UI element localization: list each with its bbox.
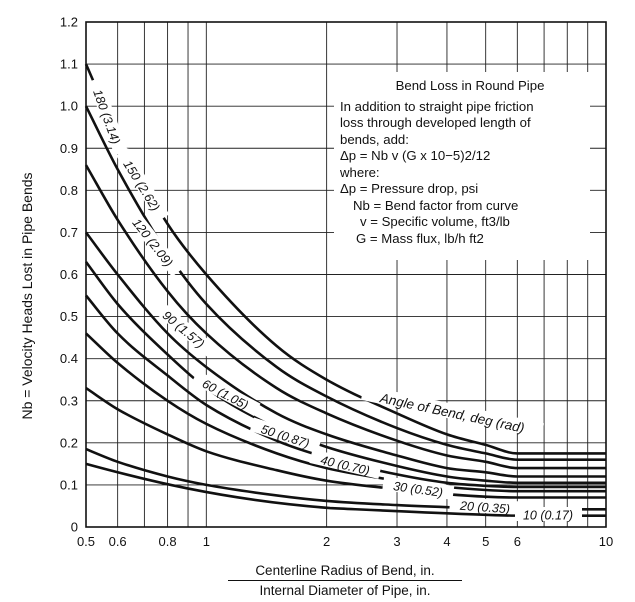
y-tick-label: 0.3 <box>60 393 78 408</box>
curve-90 <box>84 231 606 478</box>
x-tick-label: 0.6 <box>109 534 127 549</box>
x-tick-label: 2 <box>323 534 330 549</box>
x-tick-label: 5 <box>482 534 489 549</box>
curve-10 <box>85 462 516 517</box>
curve-label-text: 30 (0.52) <box>392 479 443 500</box>
curve-label-bg <box>152 300 216 357</box>
x-tick-label: 4 <box>443 534 450 549</box>
plot-frame <box>85 21 607 528</box>
legend-line-1: In addition to straight pipe friction <box>340 98 534 114</box>
curve-label: 20 (0.35) <box>449 496 521 517</box>
legend-line-3: bends, add: <box>340 131 409 147</box>
curve-label-text: 90 (1.57) <box>160 308 207 351</box>
legend-def-g: G = Mass flux, lb/h ft2 <box>356 230 484 246</box>
legend-def-nb: Nb = Bend factor from curve <box>353 197 519 213</box>
y-tick-label: 0.1 <box>60 477 78 492</box>
y-axis-ticks: 0 0.1 0.2 0.3 0.4 0.5 0.6 0.7 0.8 0.9 1.0 1.1 1.2 <box>60 15 78 535</box>
y-tick-label: 0.4 <box>60 351 78 366</box>
legend-formula: Δp = Nb v (G x 10−5)2/12 <box>340 148 491 163</box>
curve-60 <box>84 261 606 485</box>
curve-label-bg <box>514 507 582 521</box>
curve-label: 30 (0.52) <box>382 476 455 500</box>
y-tick-label: 0.6 <box>60 267 78 282</box>
legend-line-2: loss through developed length of <box>340 115 531 130</box>
curve-label: 10 (0.17) <box>514 507 582 523</box>
y-tick-label: 1.0 <box>60 99 78 114</box>
legend-def-dp: Δp = Pressure drop, psi <box>340 181 479 196</box>
curve-30 <box>85 387 606 499</box>
curve-label: 60 (1.05) <box>191 370 261 417</box>
curve-label-bg <box>249 417 322 453</box>
y-tick-label: 0.8 <box>60 183 78 198</box>
legend-background <box>334 72 590 260</box>
x-tick-label: 3 <box>393 534 400 549</box>
legend-def-v: v = Specific volume, ft3/lb <box>360 214 510 229</box>
curve-label-bg <box>449 496 521 516</box>
y-tick-label: 1.1 <box>60 57 78 72</box>
x-axis-label: Centerline Radius of Bend, in. Internal … <box>200 563 490 598</box>
legend-where: where: <box>340 164 380 180</box>
y-tick-label: 0.9 <box>60 141 78 156</box>
curve-40 <box>85 332 606 493</box>
y-tick-label: 1.2 <box>60 15 78 30</box>
annotation-bg <box>360 385 545 439</box>
annotation-angle: Angle of Bend, deg (rad) <box>360 385 545 439</box>
x-tick-label: 10 <box>599 534 613 549</box>
x-axis-label-numerator: Centerline Radius of Bend, in. <box>228 563 462 581</box>
curve-label-bg <box>87 77 128 156</box>
x-axis-ticks: 0.5 0.6 0.8 1 2 3 4 5 6 10 <box>77 534 613 549</box>
y-tick-label: 0 <box>71 520 78 535</box>
curve-label: 180 (3.14) <box>87 77 128 156</box>
x-tick-label: 0.5 <box>77 534 95 549</box>
curve-label-bg <box>309 449 382 479</box>
curve-labels: 180 (3.14)150 (2.62)120 (2.09)90 (1.57)6… <box>85 77 606 523</box>
x-tick-label: 1 <box>203 534 210 549</box>
y-tick-label: 0.2 <box>60 435 78 450</box>
curve-label-bg <box>191 370 261 417</box>
curve-120 <box>84 164 607 470</box>
y-tick-label: 0.5 <box>60 309 78 324</box>
legend-title: Bend Loss in Round Pipe <box>395 78 545 93</box>
x-tick-label: 6 <box>514 534 521 549</box>
x-axis-label-denominator: Internal Diameter of Pipe, in. <box>259 583 431 598</box>
legend-panel: Bend Loss in Round Pipe In addition to s… <box>340 78 590 247</box>
x-tick-label: 0.8 <box>159 534 177 549</box>
curve-label-bg <box>116 148 170 222</box>
y-tick-label: 0.7 <box>60 225 78 240</box>
curve-label-text: 20 (0.35) <box>459 499 511 517</box>
curve-label-text: 10 (0.17) <box>523 509 573 523</box>
curve-label-bg <box>124 206 184 277</box>
y-axis-label: Nb = Velocity Heads Lost in Pipe Bends <box>19 172 35 420</box>
curve-label-bg <box>382 476 455 500</box>
